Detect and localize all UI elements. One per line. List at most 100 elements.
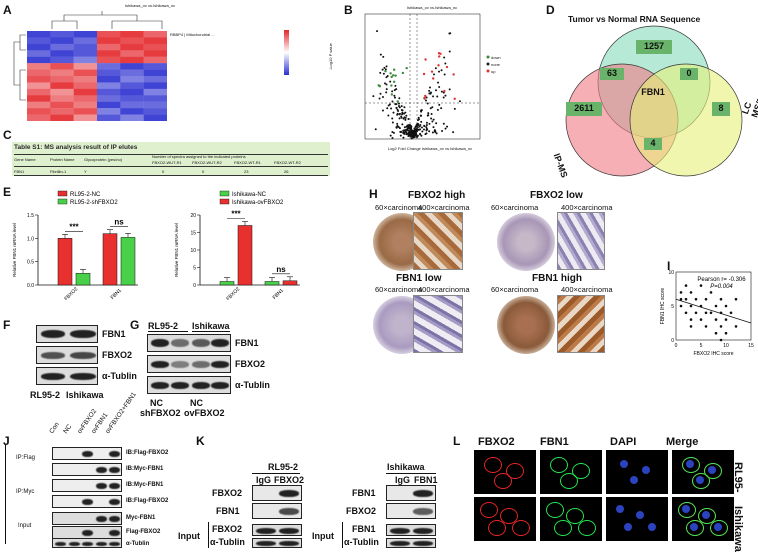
ihc-mag-60-c: 60×carcinoma: [375, 285, 423, 294]
bar-legend-swatch: [219, 190, 230, 197]
bar-xtick: FBXO2: [225, 286, 241, 300]
volcano-point: [414, 125, 417, 128]
volcano-point: [403, 126, 406, 129]
volcano-point: [438, 70, 441, 73]
bar-ytick: 20: [190, 213, 196, 219]
volcano-point: [409, 125, 412, 128]
j-blot-row: [52, 479, 122, 492]
bar-chart-rl95: 0.0 0.5 1.0 1.5 Relative FBN1 mRNA level FBXO…: [12, 190, 138, 300]
volcano-point: [444, 127, 447, 130]
volcano-point: [389, 134, 392, 137]
k-right-label-3: FBN1: [352, 524, 376, 534]
heatmap-cell: [97, 37, 121, 45]
volcano-point: [436, 95, 439, 98]
bar: [237, 225, 253, 286]
scatter-point: [679, 291, 683, 294]
heatmap-cell: [73, 82, 98, 90]
volcano-point: [395, 103, 398, 106]
k-left-blot-3: [252, 524, 302, 536]
volcano-point: [398, 102, 401, 105]
volcano-point: [402, 136, 405, 139]
heatmap-row-dendrogram: [13, 34, 26, 101]
volcano-point: [426, 102, 429, 105]
volcano-point: [434, 89, 437, 92]
volcano-point: [442, 122, 445, 125]
bar-legend-swatch: [57, 198, 68, 205]
venn-right-only: 8: [718, 103, 724, 113]
heatmap-cell: [73, 63, 98, 70]
ihc-title-fbxo2-low: FBXO2 low: [530, 190, 583, 201]
volcano-point: [427, 114, 430, 117]
heatmap-cell: [27, 37, 51, 45]
volcano-point: [401, 123, 404, 126]
volcano-point: [381, 95, 384, 98]
volcano-point: [406, 132, 409, 135]
blot-g-label-fbn1: FBN1: [235, 338, 259, 348]
blot-f-fbxo2: [36, 346, 98, 364]
heatmap-cell: [73, 31, 98, 38]
scatter-point: [714, 304, 718, 308]
volcano-point: [428, 122, 431, 125]
heatmap-cell: [143, 101, 167, 109]
volcano-title: Ishikawa_ov vs.Ishikawa_nc: [406, 5, 458, 10]
j-blot-row: [52, 463, 122, 476]
volcano-point: [413, 134, 416, 137]
volcano-point: [410, 132, 413, 135]
heatmap-cell: [97, 31, 121, 38]
volcano-point: [419, 114, 422, 117]
volcano-point: [385, 91, 388, 94]
volcano-point: [392, 131, 395, 134]
volcano-point: [443, 73, 446, 76]
bar-xtick: FBXO2: [63, 286, 79, 300]
volcano-point: [404, 130, 407, 133]
heatmap-cell: [50, 37, 74, 45]
heatmap-cell: [120, 56, 144, 64]
heatmap-cell: [50, 114, 74, 121]
venn-top-only: 1257: [643, 41, 665, 51]
heatmap-cell: [120, 82, 144, 90]
volcano-point: [437, 81, 440, 84]
heatmap-cell: [27, 63, 51, 70]
volcano-point: [396, 122, 399, 125]
heatmap-cell: [50, 31, 74, 38]
heatmap-cell: [73, 50, 98, 57]
k-right-label-1: FBN1: [352, 488, 376, 498]
scatter-ytick: 5: [671, 304, 674, 310]
bar: [219, 281, 235, 286]
volcano-point: [413, 127, 416, 130]
volcano-point: [431, 120, 434, 123]
heatmap-cell: [27, 101, 51, 109]
heatmap-cell: [120, 31, 144, 38]
heatmap-cell: [143, 108, 167, 115]
bar: [102, 233, 118, 286]
heatmap-cell: [50, 101, 74, 109]
volcano-point: [398, 97, 401, 100]
venn-title: Tumor vs Normal RNA Sequence: [568, 14, 701, 24]
volcano-point: [420, 134, 423, 137]
heatmap-cell: [120, 43, 144, 51]
scatter-point: [684, 284, 688, 287]
volcano-point: [386, 75, 389, 78]
volcano-point-down: [390, 75, 393, 79]
volcano-point: [399, 134, 402, 137]
j-band-label: IB:Myc-FBN1: [126, 482, 164, 488]
heatmap-cell: [27, 31, 51, 38]
k-right-blot-4: [386, 538, 436, 548]
bar: [264, 281, 280, 286]
volcano-point: [446, 125, 449, 128]
volcano-point: [410, 127, 413, 130]
scatter-point: [699, 318, 703, 321]
blot-g-fbn1: [147, 334, 231, 352]
volcano-point: [397, 126, 400, 129]
ihc-mag-60-d: 60×carcinoma: [491, 285, 539, 294]
ms-cell-glyco: Y: [84, 169, 87, 174]
if-image: [606, 497, 668, 541]
scatter-point: [694, 311, 698, 315]
venn-left-only: 2611: [574, 103, 594, 113]
volcano-point: [391, 90, 394, 93]
j-lane-con: Con: [48, 421, 61, 435]
heatmap-cell: [97, 43, 121, 51]
volcano-point: [418, 125, 421, 128]
bar: [57, 238, 73, 286]
volcano-point: [383, 82, 386, 85]
